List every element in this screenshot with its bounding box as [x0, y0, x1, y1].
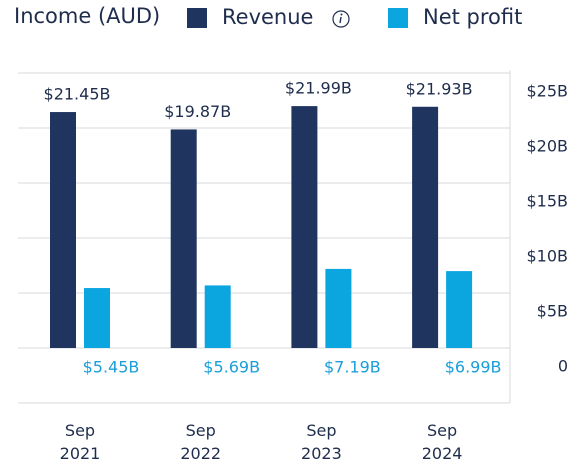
value-label: $5.69B [203, 358, 260, 377]
value-label: $7.19B [324, 358, 381, 377]
y-tick-label: $15B [526, 192, 568, 211]
x-tick-label: Sep 2021 [59, 421, 101, 463]
y-tick-label: $20B [526, 137, 568, 156]
y-tick-label: $10B [526, 247, 568, 266]
bar [412, 106, 439, 349]
x-tick-label: Sep 2024 [421, 421, 463, 463]
value-label: $6.99B [445, 358, 502, 377]
value-label: $21.45B [44, 85, 111, 104]
bar [84, 288, 110, 348]
y-tick-label: $5B [537, 302, 568, 321]
value-label: $21.93B [406, 79, 473, 98]
bar [446, 271, 473, 348]
legend-swatch [187, 8, 207, 28]
bar [204, 285, 231, 348]
bar [325, 268, 352, 348]
chart-title: Income (AUD) [14, 4, 160, 28]
y-tick-label: 0 [558, 357, 568, 376]
value-label: $21.99B [285, 79, 352, 98]
legend-swatch [388, 8, 408, 28]
value-label: $5.45B [83, 358, 140, 377]
legend-label: Net profit [423, 5, 522, 29]
x-tick-label: Sep 2023 [301, 421, 342, 463]
value-label: $19.87B [164, 102, 231, 121]
bar [291, 106, 318, 348]
x-tick-label: Sep 2022 [180, 421, 222, 463]
legend-label: Revenue [222, 5, 313, 29]
bar [170, 129, 197, 348]
info-icon[interactable] [332, 10, 350, 28]
y-tick-label: $25B [526, 82, 568, 101]
bar [50, 112, 76, 348]
